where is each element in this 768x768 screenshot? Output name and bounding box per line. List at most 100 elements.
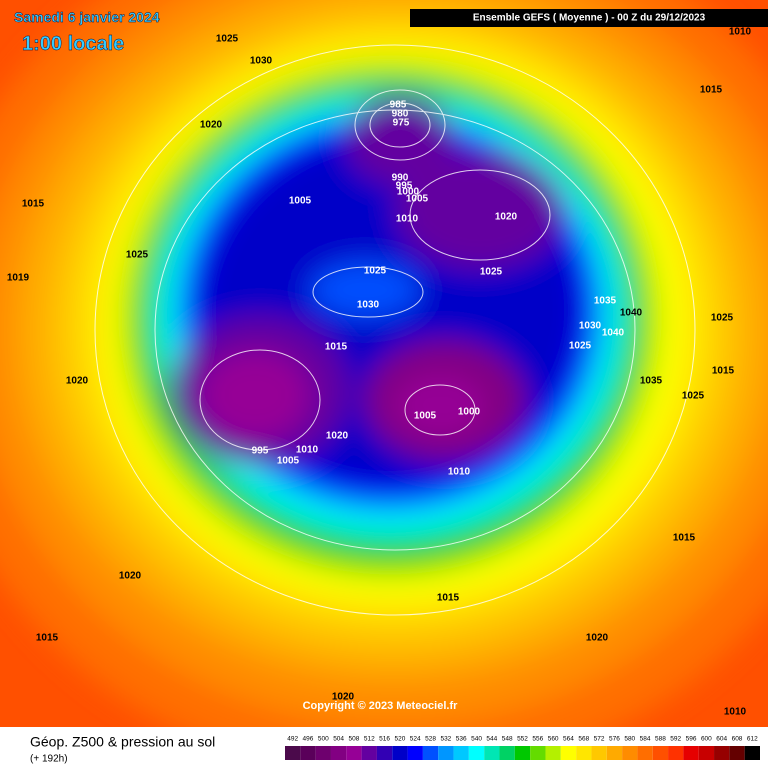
isobar-label: 995	[252, 446, 269, 457]
isobar-label: 1005	[289, 196, 312, 207]
scale-swatch	[392, 746, 408, 760]
isobar-label: 1020	[66, 376, 89, 387]
isobar-label: 1035	[594, 296, 617, 307]
scale-label: 520	[394, 736, 405, 743]
scale-label: 552	[517, 736, 528, 743]
scale-label: 556	[532, 736, 543, 743]
isobar-label: 1020	[332, 692, 355, 703]
isobar-label: 1025	[569, 341, 592, 352]
isobar-label: 1010	[396, 214, 419, 225]
isobar-label: 1025	[682, 391, 705, 402]
isobar-label: 1025	[364, 266, 387, 277]
scale-swatch	[361, 746, 377, 760]
scale-swatch	[622, 746, 638, 760]
isobar-label: 1000	[397, 187, 420, 198]
scale-swatch	[530, 746, 546, 760]
scale-label: 540	[471, 736, 482, 743]
isobar-label: 980	[392, 109, 409, 120]
scale-label: 528	[425, 736, 436, 743]
isobar-label: 985	[390, 100, 407, 111]
isobar-label: 1019	[7, 273, 30, 284]
scale-swatch	[285, 746, 301, 760]
isobar-label: 1015	[673, 533, 696, 544]
scale-swatch	[698, 746, 715, 760]
scale-swatch	[576, 746, 592, 760]
isobar-label: 1025	[216, 34, 239, 45]
isobar-label: 1040	[620, 308, 643, 319]
isobar-label: 1005	[277, 456, 300, 467]
isobar-label: 1010	[729, 27, 752, 38]
scale-label: 524	[410, 736, 421, 743]
scale-label: 592	[670, 736, 681, 743]
isobar-label: 1015	[325, 342, 348, 353]
scale-swatch	[315, 746, 331, 760]
isobar-label: 975	[393, 118, 410, 129]
scale-label: 536	[456, 736, 467, 743]
isobar-label: 1020	[495, 212, 518, 223]
scale-swatch	[407, 746, 423, 760]
footer-lead: (+ 192h)	[30, 754, 68, 765]
isobar-label: 1015	[36, 633, 59, 644]
scale-label: 544	[486, 736, 497, 743]
run-box	[410, 9, 768, 27]
isobar-label: 1025	[126, 250, 149, 261]
isobar-label: 1030	[579, 321, 602, 332]
scale-label: 572	[594, 736, 605, 743]
scale-label: 512	[364, 736, 375, 743]
isobar-label: 1025	[711, 313, 734, 324]
scale-label: 584	[640, 736, 651, 743]
scale-swatch	[729, 746, 745, 760]
scale-swatch	[330, 746, 347, 760]
footer-title: Géop. Z500 & pression au sol	[30, 734, 215, 750]
isobar-label: 1005	[414, 411, 437, 422]
isobar-label: 1010	[296, 445, 319, 456]
isobar-label: 1015	[712, 366, 735, 377]
isobar-label: 1005	[406, 194, 429, 205]
scale-label: 516	[379, 736, 390, 743]
scale-label: 532	[440, 736, 451, 743]
scale-label: 612	[747, 736, 758, 743]
scale-swatch	[668, 746, 684, 760]
isobar-label: 1020	[326, 431, 349, 442]
scale-label: 604	[716, 736, 727, 743]
scale-swatch	[637, 746, 653, 760]
isobar-label: 995	[396, 181, 413, 192]
isobar-label: 1010	[448, 467, 471, 478]
isobar-labels: 1025103010101015102098598097599099510001…	[7, 27, 752, 718]
scale-label: 496	[303, 736, 314, 743]
scale-label: 588	[655, 736, 666, 743]
isobar-label: 1000	[458, 407, 481, 418]
isobar-label: 1020	[586, 633, 609, 644]
copyright: Copyright © 2023 Meteociel.fr	[303, 700, 459, 712]
scale-label: 560	[548, 736, 559, 743]
scale-swatch	[545, 746, 561, 760]
isobar-label: 1010	[724, 707, 747, 718]
scale-swatch	[300, 746, 316, 760]
isobar-label: 1020	[200, 120, 223, 131]
scale-label: 564	[563, 736, 574, 743]
scale-label: 576	[609, 736, 620, 743]
color-scale: 492 496 500 504 508 512 516 520 524 528 532 536 540 5…	[285, 736, 760, 760]
scale-swatch	[376, 746, 393, 760]
scale-swatch	[652, 746, 669, 760]
date-title: Samedi 6 janvier 2024	[14, 9, 160, 25]
scale-swatch	[514, 746, 531, 760]
scale-swatch	[484, 746, 500, 760]
scale-swatch	[744, 746, 760, 760]
scale-label: 500	[318, 736, 329, 743]
scale-label: 504	[333, 736, 344, 743]
run-info: Ensemble GEFS ( Moyenne ) - 00 Z du 29/1…	[473, 13, 706, 24]
scale-swatch	[438, 746, 454, 760]
scale-label: 568	[578, 736, 589, 743]
scale-label: 492	[287, 736, 298, 743]
scale-swatch	[560, 746, 577, 760]
local-time: 1:00 locale	[22, 33, 124, 55]
isobar-label: 1030	[357, 300, 380, 311]
isobar-label: 990	[392, 173, 409, 184]
scale-swatch	[422, 746, 439, 760]
isobar-label: 1020	[119, 571, 142, 582]
scale-label: 508	[349, 736, 360, 743]
scale-label: 580	[624, 736, 635, 743]
